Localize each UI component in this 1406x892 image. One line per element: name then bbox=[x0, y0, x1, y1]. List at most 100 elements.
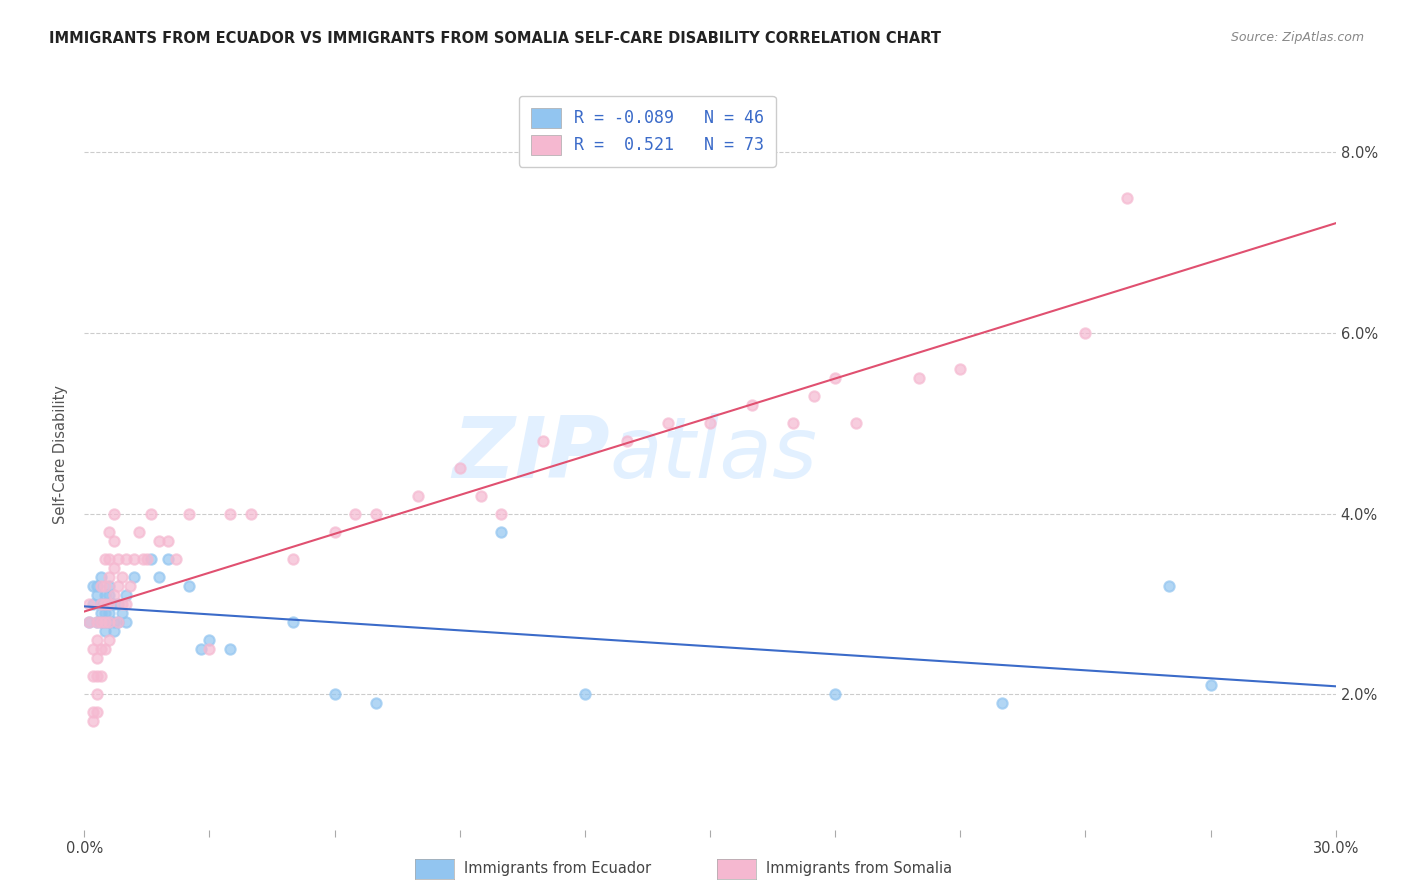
Point bbox=[366, 696, 388, 710]
Point bbox=[90, 669, 112, 683]
Point bbox=[148, 570, 170, 584]
Point bbox=[198, 642, 221, 657]
Text: Immigrants from Ecuador: Immigrants from Ecuador bbox=[464, 862, 651, 876]
Point bbox=[824, 371, 846, 385]
Point bbox=[1074, 326, 1097, 340]
Point bbox=[98, 524, 121, 539]
Point bbox=[94, 579, 117, 593]
Point bbox=[98, 597, 121, 611]
Point bbox=[77, 597, 100, 611]
Point bbox=[86, 705, 108, 719]
Point bbox=[107, 615, 129, 629]
Point bbox=[107, 579, 129, 593]
Point bbox=[177, 579, 200, 593]
Point bbox=[111, 597, 134, 611]
Point bbox=[82, 714, 104, 729]
Point bbox=[323, 524, 346, 539]
Point bbox=[1157, 579, 1180, 593]
Point bbox=[94, 624, 117, 638]
Point bbox=[991, 696, 1014, 710]
Point bbox=[86, 579, 108, 593]
Point bbox=[165, 551, 187, 566]
Point bbox=[82, 669, 104, 683]
Point bbox=[103, 597, 125, 611]
Point bbox=[82, 597, 104, 611]
Text: ZIP: ZIP bbox=[453, 413, 610, 497]
Point bbox=[90, 615, 112, 629]
Point bbox=[281, 615, 304, 629]
Point bbox=[824, 687, 846, 701]
Point bbox=[90, 615, 112, 629]
Point bbox=[132, 551, 155, 566]
Point bbox=[82, 579, 104, 593]
Point bbox=[148, 533, 170, 548]
Point bbox=[531, 434, 554, 449]
Point bbox=[86, 615, 108, 629]
Point bbox=[156, 551, 179, 566]
Point bbox=[111, 570, 134, 584]
Point bbox=[190, 642, 212, 657]
Point bbox=[344, 507, 367, 521]
Point bbox=[98, 579, 121, 593]
Point bbox=[803, 389, 825, 403]
Point bbox=[103, 615, 125, 629]
Point bbox=[115, 615, 138, 629]
Point bbox=[219, 642, 242, 657]
Point bbox=[240, 507, 263, 521]
Point bbox=[94, 615, 117, 629]
Point bbox=[657, 417, 679, 431]
Point bbox=[86, 588, 108, 602]
Point bbox=[616, 434, 638, 449]
Point bbox=[90, 570, 112, 584]
Point bbox=[406, 489, 429, 503]
Point bbox=[107, 615, 129, 629]
Point bbox=[98, 570, 121, 584]
Point bbox=[94, 551, 117, 566]
Text: atlas: atlas bbox=[610, 413, 818, 497]
Point bbox=[103, 624, 125, 638]
Point bbox=[574, 687, 596, 701]
Text: Immigrants from Somalia: Immigrants from Somalia bbox=[766, 862, 952, 876]
Point bbox=[90, 642, 112, 657]
Point bbox=[139, 507, 162, 521]
Point bbox=[98, 615, 121, 629]
Point bbox=[90, 606, 112, 620]
Point bbox=[949, 362, 972, 376]
Point bbox=[115, 588, 138, 602]
Point bbox=[98, 632, 121, 647]
Point bbox=[111, 606, 134, 620]
Point bbox=[907, 371, 929, 385]
Point bbox=[323, 687, 346, 701]
Point bbox=[491, 507, 513, 521]
Point bbox=[107, 597, 129, 611]
Point bbox=[86, 651, 108, 665]
Point bbox=[77, 615, 100, 629]
Point bbox=[1116, 191, 1139, 205]
Point bbox=[115, 551, 138, 566]
Point bbox=[156, 533, 179, 548]
Point bbox=[90, 597, 112, 611]
Point bbox=[699, 417, 721, 431]
Point bbox=[1199, 678, 1222, 692]
Point bbox=[98, 588, 121, 602]
Point bbox=[198, 632, 221, 647]
Point bbox=[219, 507, 242, 521]
Point bbox=[103, 533, 125, 548]
Point bbox=[77, 615, 100, 629]
Point bbox=[86, 615, 108, 629]
Point bbox=[98, 551, 121, 566]
Point bbox=[94, 597, 117, 611]
Point bbox=[366, 507, 388, 521]
Point bbox=[98, 597, 121, 611]
Point bbox=[82, 705, 104, 719]
Point bbox=[470, 489, 492, 503]
Point bbox=[741, 398, 763, 412]
Point bbox=[103, 588, 125, 602]
Y-axis label: Self-Care Disability: Self-Care Disability bbox=[53, 385, 69, 524]
Point bbox=[94, 606, 117, 620]
Point bbox=[120, 579, 142, 593]
Point bbox=[281, 551, 304, 566]
Point bbox=[115, 597, 138, 611]
Point bbox=[845, 417, 868, 431]
Point bbox=[782, 417, 804, 431]
